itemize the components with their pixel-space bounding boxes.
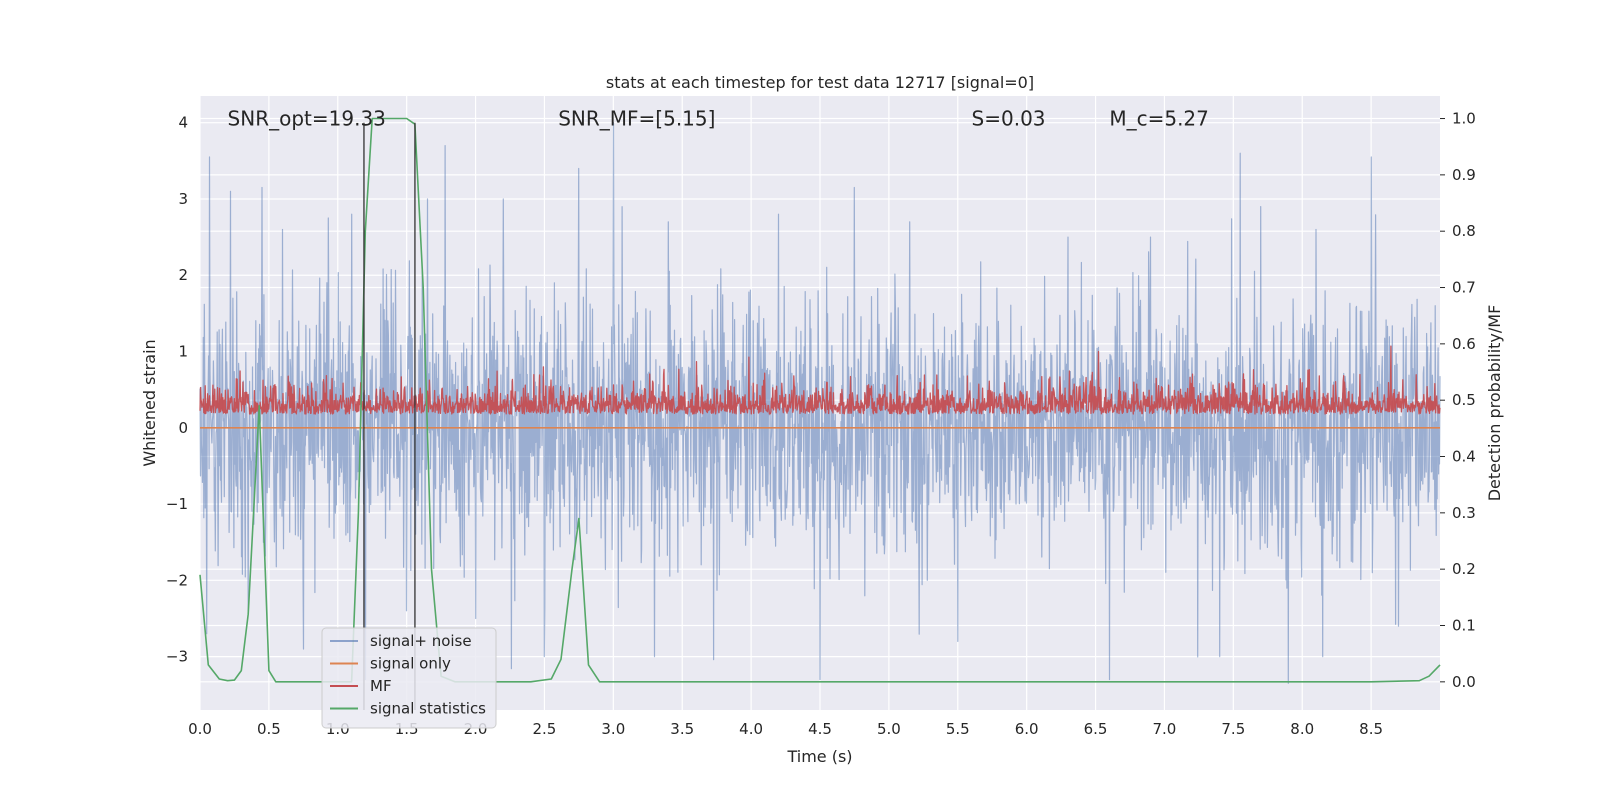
x-tick-label: 3.5 xyxy=(670,720,694,738)
y-ticks: −3 −2 −1 0 1 2 3 4 xyxy=(166,114,188,666)
x-tick-label: 7.0 xyxy=(1153,720,1177,738)
x-axis-label: Time (s) xyxy=(786,747,852,766)
annotations: SNR_opt=19.33 SNR_MF=[5.15] S=0.03 M_c=5.27 xyxy=(228,107,1209,131)
y2-tick-label: 0.5 xyxy=(1452,391,1476,409)
y-axis-label: Whitened strain xyxy=(140,339,159,466)
x-tick-label: 6.0 xyxy=(1015,720,1039,738)
legend-label: MF xyxy=(370,677,392,695)
y-tick-label: −3 xyxy=(166,648,188,666)
x-tick-label: 8.0 xyxy=(1290,720,1314,738)
y2-ticks: 0.0 0.1 0.2 0.3 0.4 0.5 0.6 0.7 0.8 0.9 1.0 xyxy=(1440,110,1476,691)
y2-tick-label: 0.6 xyxy=(1452,335,1476,353)
y-tick-label: 0 xyxy=(178,419,188,437)
y2-tick-label: 0.7 xyxy=(1452,279,1476,297)
y2-tick-label: 1.0 xyxy=(1452,110,1476,128)
legend-box xyxy=(321,627,497,729)
y-tick-label: −2 xyxy=(166,571,188,589)
series-line-0 xyxy=(199,122,1441,684)
y2-tick-label: 0.1 xyxy=(1452,617,1476,635)
y2-axis-label: Detection probability/MF xyxy=(1485,305,1504,502)
chart-title: stats at each timestep for test data 127… xyxy=(606,73,1034,92)
y2-tick-label: 0.9 xyxy=(1452,166,1476,184)
x-ticks: 0.0 0.5 1.0 1.5 2.0 2.5 3.0 3.5 4.0 4.5 5.0 5.5 6.0 6… xyxy=(188,720,1383,738)
annotation-chirp-mass: M_c=5.27 xyxy=(1109,107,1209,131)
x-tick-label: 3.0 xyxy=(601,720,625,738)
x-tick-label: 2.5 xyxy=(533,720,557,738)
y2-tick-label: 0.0 xyxy=(1452,673,1476,691)
x-tick-label: 0.0 xyxy=(188,720,212,738)
x-tick-label: 7.5 xyxy=(1221,720,1245,738)
y-tick-label: −1 xyxy=(166,495,188,513)
legend-label: signal statistics xyxy=(370,700,486,718)
y-tick-label: 1 xyxy=(178,343,188,361)
x-tick-label: 4.5 xyxy=(808,720,832,738)
annotation-stat-s: S=0.03 xyxy=(972,107,1046,131)
x-tick-label: 5.0 xyxy=(877,720,901,738)
y2-tick-label: 0.8 xyxy=(1452,222,1476,240)
y2-tick-label: 0.2 xyxy=(1452,560,1476,578)
x-tick-label: 8.5 xyxy=(1359,720,1383,738)
legend-label: signal+ noise xyxy=(370,632,472,650)
x-tick-label: 0.5 xyxy=(257,720,281,738)
legend-label: signal only xyxy=(370,655,451,673)
series-line-3 xyxy=(199,117,1441,683)
annotation-snr-mf: SNR_MF=[5.15] xyxy=(558,107,715,131)
y2-tick-label: 0.3 xyxy=(1452,504,1476,522)
legend: signal+ noise signal only MF signal statist… xyxy=(321,627,497,729)
x-tick-label: 4.0 xyxy=(739,720,763,738)
y-tick-label: 4 xyxy=(178,114,188,132)
x-tick-label: 5.5 xyxy=(946,720,970,738)
annotation-snr-opt: SNR_opt=19.33 xyxy=(228,107,386,131)
y2-tick-label: 0.4 xyxy=(1452,448,1476,466)
series-line-2 xyxy=(199,345,1441,415)
vline-layer xyxy=(363,122,416,710)
x-tick-label: 6.5 xyxy=(1084,720,1108,738)
y-tick-label: 3 xyxy=(178,190,188,208)
y-tick-label: 2 xyxy=(178,266,188,284)
series-layer xyxy=(199,117,1441,684)
